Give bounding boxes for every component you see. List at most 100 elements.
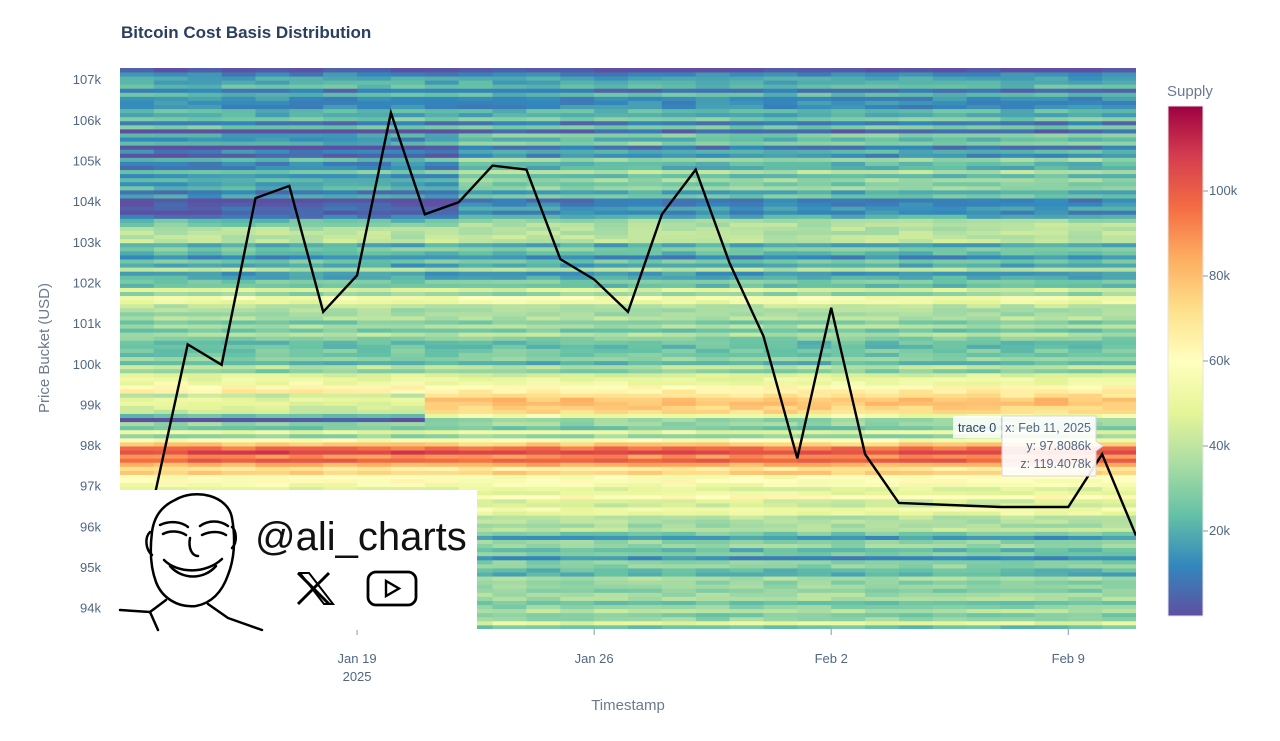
heatmap-cell <box>831 307 866 313</box>
heatmap-cell <box>932 397 968 402</box>
heatmap-cell <box>966 153 1002 158</box>
heatmap-cell <box>831 470 866 475</box>
heatmap-cell <box>120 169 155 175</box>
heatmap-cell <box>221 128 257 134</box>
heatmap-cell <box>729 624 765 629</box>
heatmap-cell <box>1102 336 1136 341</box>
heatmap-cell <box>966 255 1002 260</box>
heatmap-cell <box>831 92 866 97</box>
heatmap-cell <box>628 466 663 471</box>
heatmap-cell <box>661 616 697 622</box>
heatmap-cell <box>1068 324 1103 329</box>
heatmap-cell <box>120 88 155 93</box>
heatmap-cell <box>221 161 257 166</box>
heatmap-cell <box>187 104 223 110</box>
heatmap-cell <box>424 112 460 118</box>
heatmap-cell <box>1102 539 1136 545</box>
heatmap-cell <box>1034 291 1069 297</box>
heatmap-cell <box>594 328 629 333</box>
heatmap-cell <box>831 462 866 467</box>
heatmap-cell <box>729 324 765 329</box>
heatmap-cell <box>763 287 798 292</box>
heatmap-cell <box>526 120 561 126</box>
heatmap-cell <box>1068 291 1103 297</box>
heatmap-cell <box>560 222 595 227</box>
heatmap-cell <box>120 206 155 211</box>
heatmap-cell <box>763 511 798 516</box>
heatmap-cell <box>560 92 595 97</box>
heatmap-cell <box>729 568 765 573</box>
heatmap-cell <box>526 238 561 244</box>
heatmap-cell <box>1068 511 1103 516</box>
heatmap-cell <box>763 498 798 504</box>
heatmap-cell <box>560 572 595 577</box>
heatmap-cell <box>187 320 223 325</box>
heatmap-cell <box>932 515 968 520</box>
heatmap-cell <box>1068 624 1103 629</box>
heatmap-cell <box>865 344 900 349</box>
heatmap-cell <box>932 242 968 248</box>
heatmap-cell <box>628 328 663 333</box>
heatmap-cell <box>797 291 832 297</box>
heatmap-cell <box>898 76 934 81</box>
heatmap-cell <box>323 454 358 459</box>
heatmap-cell <box>323 328 358 333</box>
heatmap-cell <box>390 137 426 142</box>
heatmap-cell <box>390 376 426 382</box>
heatmap-cell <box>458 466 494 471</box>
heatmap-cell <box>492 466 527 471</box>
heatmap-cell <box>898 104 934 110</box>
heatmap-cell <box>1034 515 1069 520</box>
heatmap-cell <box>120 409 155 414</box>
heatmap-cell <box>120 360 155 366</box>
heatmap-cell <box>594 76 629 81</box>
heatmap-cell <box>1068 336 1103 341</box>
heatmap-cell <box>390 462 426 467</box>
heatmap-cell <box>898 466 934 471</box>
x-tick-label: Jan 19 <box>338 651 377 666</box>
heatmap-cell <box>492 202 527 207</box>
heatmap-cell <box>289 417 324 423</box>
heatmap-cell <box>932 194 968 199</box>
heatmap-cell <box>1034 100 1069 105</box>
heatmap-cell <box>661 328 697 333</box>
heatmap-cell <box>357 100 392 105</box>
heatmap-cell <box>1000 588 1035 593</box>
heatmap-cell <box>932 255 968 260</box>
heatmap-cell <box>424 421 460 427</box>
heatmap-cell <box>763 68 798 73</box>
heatmap-cell <box>458 92 494 97</box>
heatmap-cell <box>526 291 561 297</box>
heatmap-cell <box>594 433 629 439</box>
heatmap-cell <box>390 80 426 85</box>
heatmap-cell <box>1000 620 1035 626</box>
heatmap-cell <box>153 287 189 292</box>
heatmap-cell <box>695 291 731 297</box>
heatmap-cell <box>797 490 832 496</box>
heatmap-cell <box>1068 608 1103 614</box>
heatmap-cell <box>628 255 663 260</box>
heatmap-cell <box>153 275 189 280</box>
heatmap-cell <box>357 161 392 166</box>
heatmap-cell <box>594 80 629 85</box>
heatmap-cell <box>594 490 629 496</box>
heatmap-cell <box>898 409 934 414</box>
heatmap-cell <box>966 515 1002 520</box>
heatmap-cell <box>1102 466 1136 471</box>
heatmap-cell <box>1000 568 1035 573</box>
heatmap-cell <box>390 401 426 406</box>
heatmap-cell <box>1034 376 1069 382</box>
heatmap-cell <box>729 360 765 366</box>
heatmap-cell <box>289 133 324 138</box>
heatmap-cell <box>1034 226 1069 232</box>
heatmap-cell <box>1102 210 1136 215</box>
heatmap-cell <box>898 181 934 187</box>
heatmap-cell <box>153 376 189 382</box>
heatmap-cell <box>1068 165 1103 171</box>
heatmap-cell <box>255 372 290 378</box>
heatmap-cell <box>729 303 765 309</box>
heatmap-cell <box>1034 238 1069 244</box>
heatmap-cell <box>865 230 900 236</box>
heatmap-cell <box>492 588 527 593</box>
heatmap-cell <box>661 145 697 150</box>
